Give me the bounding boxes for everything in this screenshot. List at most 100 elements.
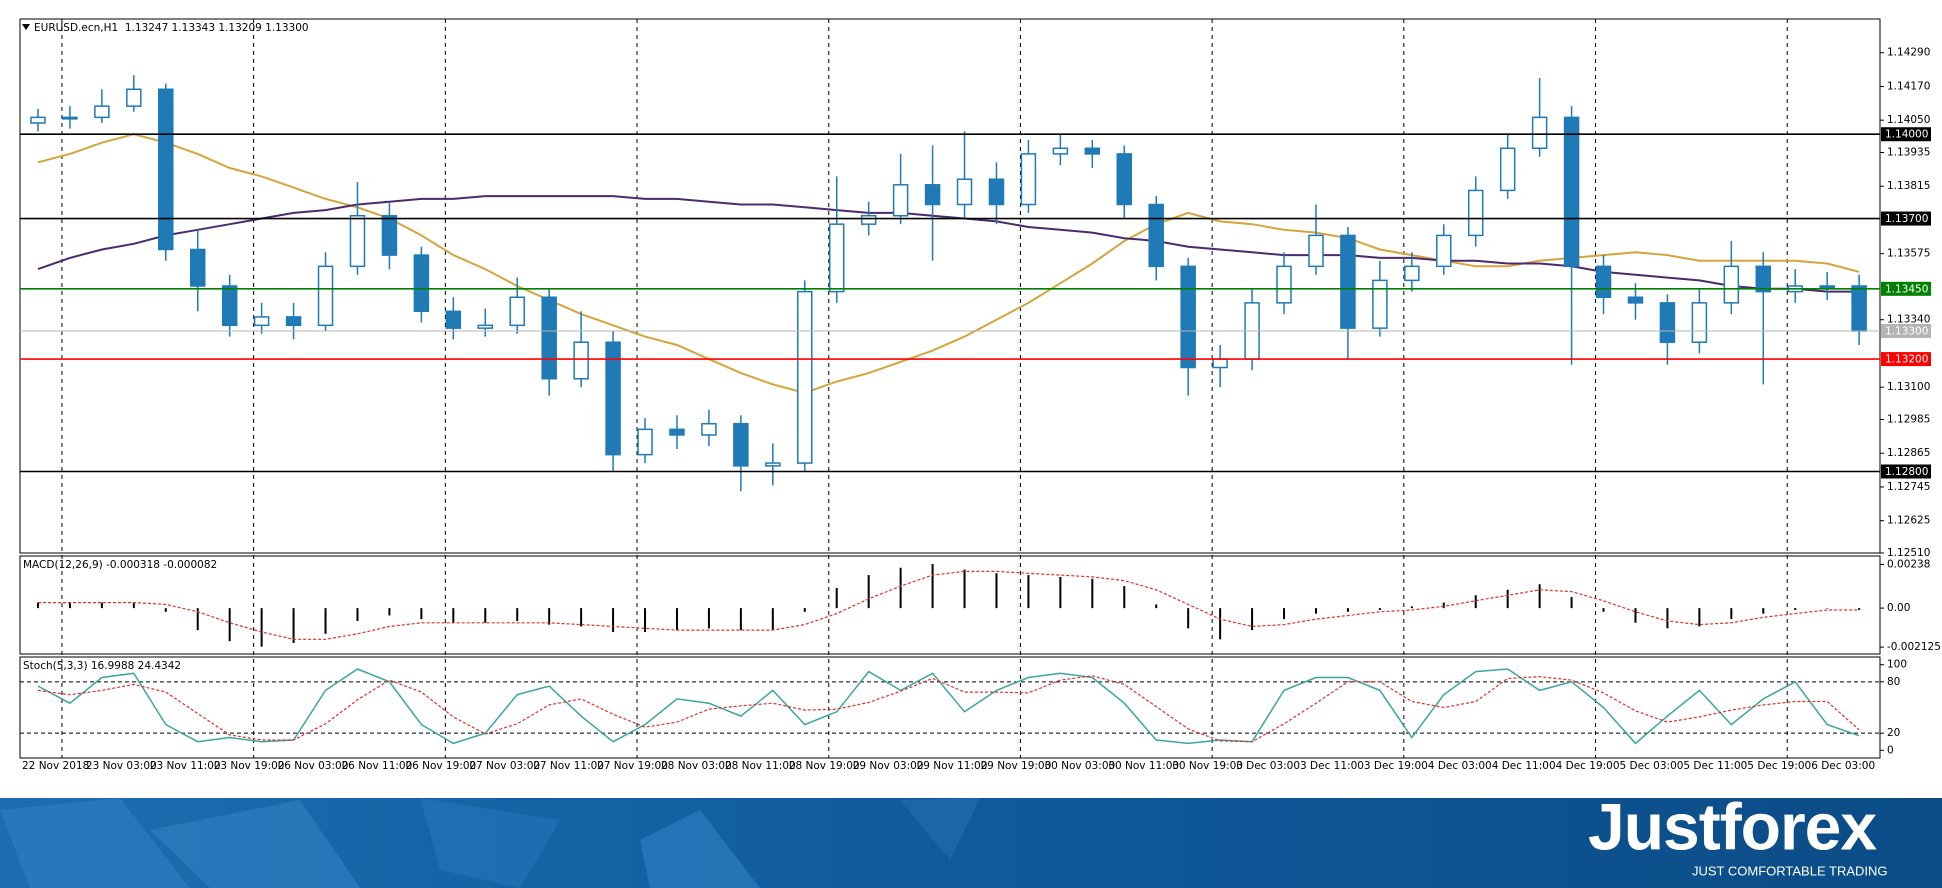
panel-title: Stoch(5,3,3) 16.9988 24.4342 (23, 660, 181, 672)
candle-body (828, 223, 845, 293)
y-tick-label: 0.00 (1887, 602, 1910, 614)
macd-bar (771, 608, 774, 631)
y-tick-label: 1.12625 (1887, 515, 1930, 527)
x-tick-label: 28 Nov 03:00 (661, 760, 732, 772)
macd-bar (1602, 608, 1605, 612)
candle-body (509, 296, 525, 327)
macd-bar (739, 608, 742, 631)
panel-title: EURUSD.ecn,H1 1.13247 1.13343 1.13209 1.… (34, 22, 309, 34)
macd-bar (1858, 608, 1861, 610)
candle-body (1180, 265, 1196, 369)
y-tick-label: 80 (1887, 676, 1900, 688)
x-tick-label: 4 Dec 03:00 (1428, 760, 1492, 772)
x-tick-label: 3 Dec 19:00 (1364, 760, 1428, 772)
candle-body (477, 324, 494, 329)
candle-body (1372, 279, 1388, 329)
macd-bar (1538, 584, 1541, 609)
macd-bar (1506, 589, 1509, 609)
macd-bar (995, 573, 998, 609)
x-tick-label: 28 Nov 19:00 (789, 760, 860, 772)
level-label-box (1881, 211, 1931, 226)
level-label-box (1881, 127, 1931, 142)
candle-body (573, 341, 589, 380)
x-tick-label: 4 Dec 11:00 (1492, 760, 1556, 772)
x-tick-label: 30 Nov 03:00 (1044, 760, 1115, 772)
level-label: 1.14000 (1885, 129, 1928, 141)
macd-bar (1794, 608, 1797, 610)
y-tick-label: 100 (1887, 659, 1907, 671)
y-tick-label: 0 (1887, 744, 1894, 756)
macd-bar (1027, 575, 1030, 609)
moving-average (37, 195, 1860, 293)
level-label: 1.13300 (1885, 325, 1928, 337)
y-tick-label: -0.002125 (1887, 641, 1941, 653)
macd-bar (899, 567, 902, 609)
x-tick-label: 29 Nov 19:00 (981, 760, 1052, 772)
macd-bar (707, 608, 710, 629)
candle-body (1467, 189, 1484, 237)
candle-body (413, 254, 430, 313)
x-tick-label: 22 Nov 2018 (22, 760, 89, 772)
y-tick-label: 1.14290 (1887, 47, 1930, 59)
macd-bar (931, 564, 934, 609)
candle-body (956, 178, 973, 206)
macd-bar (1091, 578, 1094, 609)
x-tick-label: 27 Nov 03:00 (469, 760, 540, 772)
x-tick-label: 4 Dec 19:00 (1556, 760, 1620, 772)
x-tick-label: 27 Nov 19:00 (597, 760, 668, 772)
candle-body (349, 214, 366, 268)
y-tick-label: 1.13100 (1887, 381, 1930, 393)
macd-bar (612, 608, 615, 632)
panel-frame (19, 18, 1881, 554)
candle-body (988, 178, 1005, 206)
macd-bar (1826, 608, 1829, 609)
macd-bar (963, 569, 966, 609)
candle-body (1531, 116, 1548, 150)
y-tick-label: 1.12745 (1887, 481, 1930, 493)
x-tick-label: 28 Nov 11:00 (725, 760, 796, 772)
candle-body (1212, 358, 1228, 369)
macd-bar (452, 608, 455, 623)
x-tick-label: 5 Dec 19:00 (1747, 760, 1811, 772)
macd-bar (1730, 608, 1733, 620)
macd-bar (1123, 586, 1126, 609)
banner-shape (900, 798, 980, 860)
candle-body (126, 88, 142, 107)
banner-shape (150, 800, 360, 888)
candle-body (669, 428, 685, 436)
macd-bar (292, 608, 295, 643)
candle-body (94, 105, 110, 119)
macd-bar (1666, 608, 1669, 629)
candle-body (1627, 296, 1644, 304)
candle-body (1308, 234, 1324, 268)
brand-name: Justforex (1588, 789, 1877, 863)
macd-bar (1378, 608, 1381, 610)
candle-body (158, 88, 174, 251)
candle-body (924, 184, 941, 206)
macd-bar (1219, 608, 1222, 640)
stoch-k (37, 668, 1860, 745)
candle-body (1084, 147, 1101, 155)
candle-body (1691, 302, 1708, 343)
macd-bar (803, 608, 806, 612)
level-label: 1.12800 (1885, 466, 1928, 478)
y-tick-label: 0.00238 (1887, 558, 1930, 570)
macd-bar (1251, 608, 1254, 631)
x-tick-label: 26 Nov 11:00 (342, 760, 413, 772)
y-tick-label: 20 (1887, 727, 1900, 739)
y-tick-label: 1.12985 (1887, 414, 1930, 426)
candle-body (797, 290, 813, 464)
macd-bar (1187, 608, 1190, 629)
candle-body (1020, 153, 1037, 206)
macd-bar (1442, 602, 1445, 609)
macd-bar (36, 602, 39, 609)
macd-bar (675, 608, 678, 631)
candle-body (445, 310, 462, 329)
candle-body (605, 341, 621, 456)
candle-body (1404, 265, 1420, 282)
macd-bar (420, 608, 423, 620)
macd-bar (484, 608, 487, 623)
candle-body (317, 265, 334, 327)
candle-body (1340, 234, 1356, 329)
